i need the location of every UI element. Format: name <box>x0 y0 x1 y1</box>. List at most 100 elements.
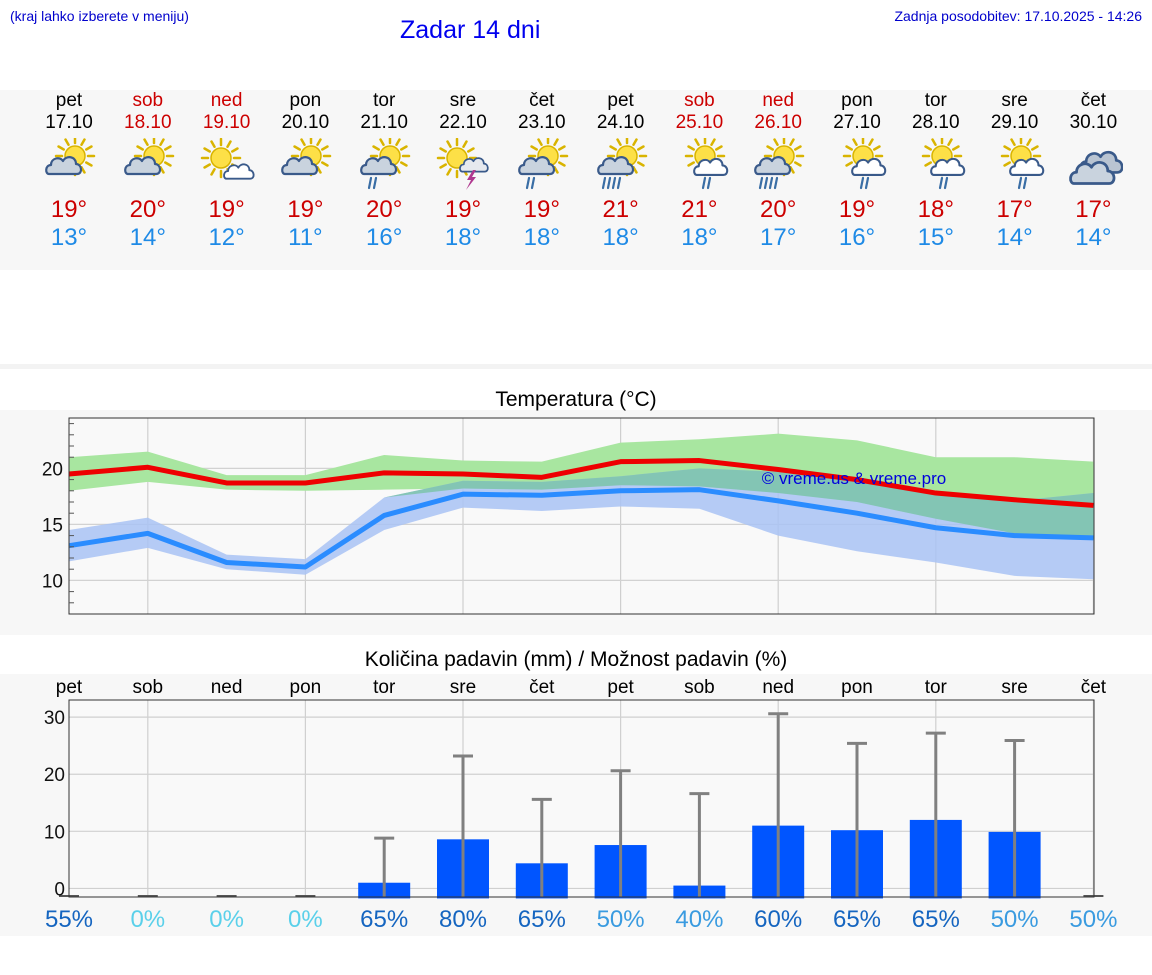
sun-ray <box>395 166 401 174</box>
day-column: pon 27.10 19° 16° <box>817 90 897 252</box>
sun-ray <box>209 140 216 148</box>
precipitation-probability: 0% <box>130 906 165 933</box>
y-tick-label: 0 <box>54 879 65 900</box>
raindrop <box>606 176 611 190</box>
sun-ray <box>951 145 960 151</box>
sun-ray <box>852 138 858 146</box>
cloud-shape <box>459 157 489 173</box>
cloud-outline <box>517 156 555 176</box>
weather-icon <box>275 135 335 194</box>
y-tick-label: 30 <box>44 708 65 729</box>
x-tick-label: pet <box>56 677 83 698</box>
day-name: čet <box>1080 90 1107 111</box>
min-temperature-line <box>68 487 1094 570</box>
min-temperature: 15° <box>917 224 954 251</box>
day-column: tor 28.10 18° 15° <box>896 90 976 252</box>
weather-icon <box>197 137 257 194</box>
cloud-outline <box>693 157 729 176</box>
min-temperature: 14° <box>129 224 166 251</box>
band-overlap <box>69 468 1094 560</box>
min-temperature: 13° <box>50 224 88 251</box>
day-name: sob <box>132 90 164 111</box>
max-temperature: 21° <box>681 196 718 223</box>
sun-ray <box>789 138 795 146</box>
sun-ray <box>845 161 853 167</box>
y-tick-label: 20 <box>42 459 63 480</box>
x-tick-label: sre <box>1001 677 1027 698</box>
sun-ray <box>379 138 385 146</box>
raindrop <box>769 176 774 190</box>
sun-ray <box>202 147 211 153</box>
max-temperature: 17° <box>1075 196 1112 223</box>
day-name: sre <box>1001 90 1028 111</box>
sun-ray <box>439 147 447 153</box>
temperature-chart-title: Temperatura (°C) <box>495 388 657 411</box>
min-temperature: 18° <box>444 224 482 251</box>
day-name: tor <box>373 90 396 111</box>
sun-ray <box>636 145 645 151</box>
y-tick-label: 10 <box>42 571 63 592</box>
sun-ray <box>85 145 93 151</box>
day-date: 18.10 <box>124 112 172 133</box>
page-title: Zadar 14 dni <box>400 16 541 44</box>
max-temperature: 21° <box>602 196 639 223</box>
precipitation-probability: 65% <box>360 906 408 933</box>
precipitation-probability: 50% <box>1069 906 1117 933</box>
sun-ray <box>694 138 701 146</box>
max-temperature: 20° <box>366 196 403 223</box>
day-column: sre 22.10 19° 18° <box>423 90 503 252</box>
day-column: ned 26.10 20° 17° <box>738 90 818 252</box>
sun-ray <box>537 138 543 146</box>
day-name: čet <box>529 90 555 111</box>
location-hint[interactable]: (kraj lahko izberete v meniju) <box>10 8 189 24</box>
sun-ray <box>209 168 216 176</box>
cloud-outline <box>459 157 489 173</box>
sun-ray <box>64 138 70 146</box>
sun-ray <box>687 145 696 151</box>
min-temperature: 14° <box>1075 224 1112 251</box>
day-name: sob <box>684 90 715 111</box>
watermark: © vreme.us & vreme.pro <box>762 469 946 488</box>
cloud-outline <box>45 156 83 176</box>
cloud-shape <box>693 157 729 176</box>
precipitation-probability: 60% <box>754 906 802 933</box>
max-temperature: 19° <box>523 196 560 223</box>
y-tick-label: 10 <box>44 822 65 843</box>
sun-small-cloud-icon <box>200 137 255 180</box>
x-tick-label: ned <box>762 677 794 698</box>
sun-ray <box>80 166 86 174</box>
x-tick-label: pet <box>607 677 634 698</box>
day-date: 19.10 <box>202 112 251 133</box>
weather-icon <box>1063 138 1124 194</box>
day-column: pet 17.10 19° 13° <box>29 90 109 252</box>
sun-ray <box>400 161 408 167</box>
cloud-outline <box>1008 157 1044 176</box>
sun-ray <box>715 145 724 151</box>
sun-ray <box>316 138 323 146</box>
precipitation-probability: 50% <box>597 906 645 933</box>
raindrop <box>616 176 621 190</box>
sun-ray <box>57 145 65 151</box>
cloud-outline <box>123 156 161 176</box>
day-name: pon <box>841 90 873 111</box>
min-temperature: 16° <box>366 224 403 251</box>
day-date: 29.10 <box>990 112 1039 133</box>
cloud-shape <box>517 156 555 176</box>
weather-icon <box>118 135 178 194</box>
cloud-shape <box>851 157 887 176</box>
cloud-shape <box>45 156 83 176</box>
raindrop <box>530 176 535 190</box>
cloud-shape <box>1069 161 1116 185</box>
day-column: sre 29.10 17° 14° <box>975 90 1055 252</box>
sun-ray <box>321 145 330 151</box>
sun-ray <box>300 138 307 146</box>
day-name: pon <box>289 90 322 111</box>
sun-ray <box>794 161 802 167</box>
weather-icon <box>39 135 99 194</box>
cloud-outline <box>851 157 887 176</box>
sun-disc <box>209 147 232 169</box>
raindrop <box>368 176 373 190</box>
sun-white-cloud-rain-icon <box>921 135 966 190</box>
sun-ray <box>159 138 165 146</box>
raindrop <box>1022 176 1027 190</box>
